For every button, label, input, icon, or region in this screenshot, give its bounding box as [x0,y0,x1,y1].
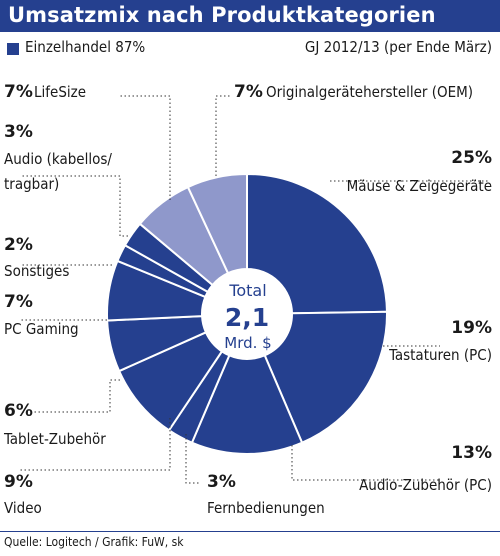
legend-swatch [7,43,19,55]
slice-pct-1: 25% [451,148,492,168]
slice-1 [246,172,388,315]
slice-label-1: Mäuse & Zeigegeräte [347,177,492,195]
slice-2 [263,310,388,445]
slice-label-11: Originalgerätehersteller (OEM) [266,83,473,101]
source-note: Quelle: Logitech / Grafik: FuW, sk [4,535,184,549]
divider [0,531,500,532]
slice-pct-4: 3% [207,472,236,492]
leader-line-6 [20,379,120,413]
leader-line-11 [215,95,232,176]
fiscal-year-label: GJ 2012/13 (per Ende März) [304,38,492,56]
slice-pct-7: 7% [4,292,33,312]
slice-label-8: Sonstiges [4,262,69,280]
slice-pct-5: 9% [4,472,33,492]
slice-label-10: LifeSize [34,83,86,101]
slice-pct-3: 13% [451,443,492,463]
title-bar: Umsatzmix nach Produktkategorien [0,0,500,32]
slice-label-5: Video [4,499,42,517]
chart-title: Umsatzmix nach Produktkategorien [8,3,436,27]
slice-label-4: Fernbedienungen [207,499,325,517]
slice-11 [186,172,248,275]
slice-pct-9: 3% [4,122,33,142]
slice-pct-2: 19% [451,318,492,338]
center-total-label: Total [228,281,266,300]
slice-label-3: Audio-Zubehör (PC) [359,476,492,494]
leader-line-9 [20,175,128,237]
slice-pct-8: 2% [4,235,33,255]
slice-pct-11: 7% [234,82,263,102]
leader-line-4 [185,434,200,484]
donut-chart: 25% Mäuse & Zeigegeräte 19% Tastaturen (PC)… [3,82,492,517]
slice-label-6: Tablet-Zubehör [3,430,106,448]
slice-pct-10: 7% [4,82,33,102]
center-total-unit: Mrd. $ [224,334,271,352]
leader-line-10 [118,95,171,200]
slice-label-7: PC Gaming [4,320,79,338]
center-total-value: 2,1 [225,303,269,332]
slice-label-2: Tastaturen (PC) [388,346,492,364]
slice-label-9: Audio (kabellos/tragbar) [4,150,112,193]
leader-line-3 [291,445,440,481]
leader-line-5 [20,418,171,471]
slice-pct-6: 6% [4,401,33,421]
legend-label: Einzelhandel 87% [25,38,146,56]
